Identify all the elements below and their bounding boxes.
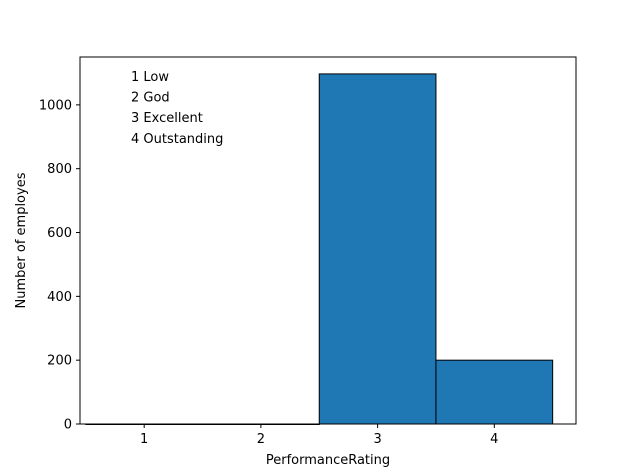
x-axis-label: PerformanceRating: [266, 453, 390, 468]
bars-group: [85, 73, 554, 425]
annotation-text: 3 Excellent: [131, 111, 203, 126]
y-axis-label: Number of employes: [14, 172, 29, 308]
bar-rating-4: [435, 359, 554, 425]
y-tick-label: 200: [47, 354, 72, 369]
x-axis-ticks: 1 2 3 4: [140, 424, 498, 447]
annotation-text: 2 God: [131, 91, 170, 106]
plot-frame: [79, 56, 577, 425]
y-tick-label: 1000: [39, 98, 72, 113]
bar-rating-3: [318, 73, 437, 425]
x-tick-label: 3: [373, 432, 381, 447]
x-tick-label: 2: [257, 432, 265, 447]
annotations-group: 1 Low 2 God 3 Excellent 4 Outstanding: [131, 70, 223, 147]
annotation-text: 4 Outstanding: [131, 132, 223, 147]
y-tick-label: 800: [47, 162, 72, 177]
annotation-text: 1 Low: [131, 70, 169, 85]
x-tick-label: 1: [140, 432, 148, 447]
y-axis-ticks: 0 200 400 600 800 1000: [39, 98, 80, 433]
x-tick-label: 4: [490, 432, 498, 447]
y-tick-label: 400: [47, 290, 72, 305]
y-tick-label: 600: [47, 226, 72, 241]
y-tick-label: 0: [64, 418, 72, 433]
